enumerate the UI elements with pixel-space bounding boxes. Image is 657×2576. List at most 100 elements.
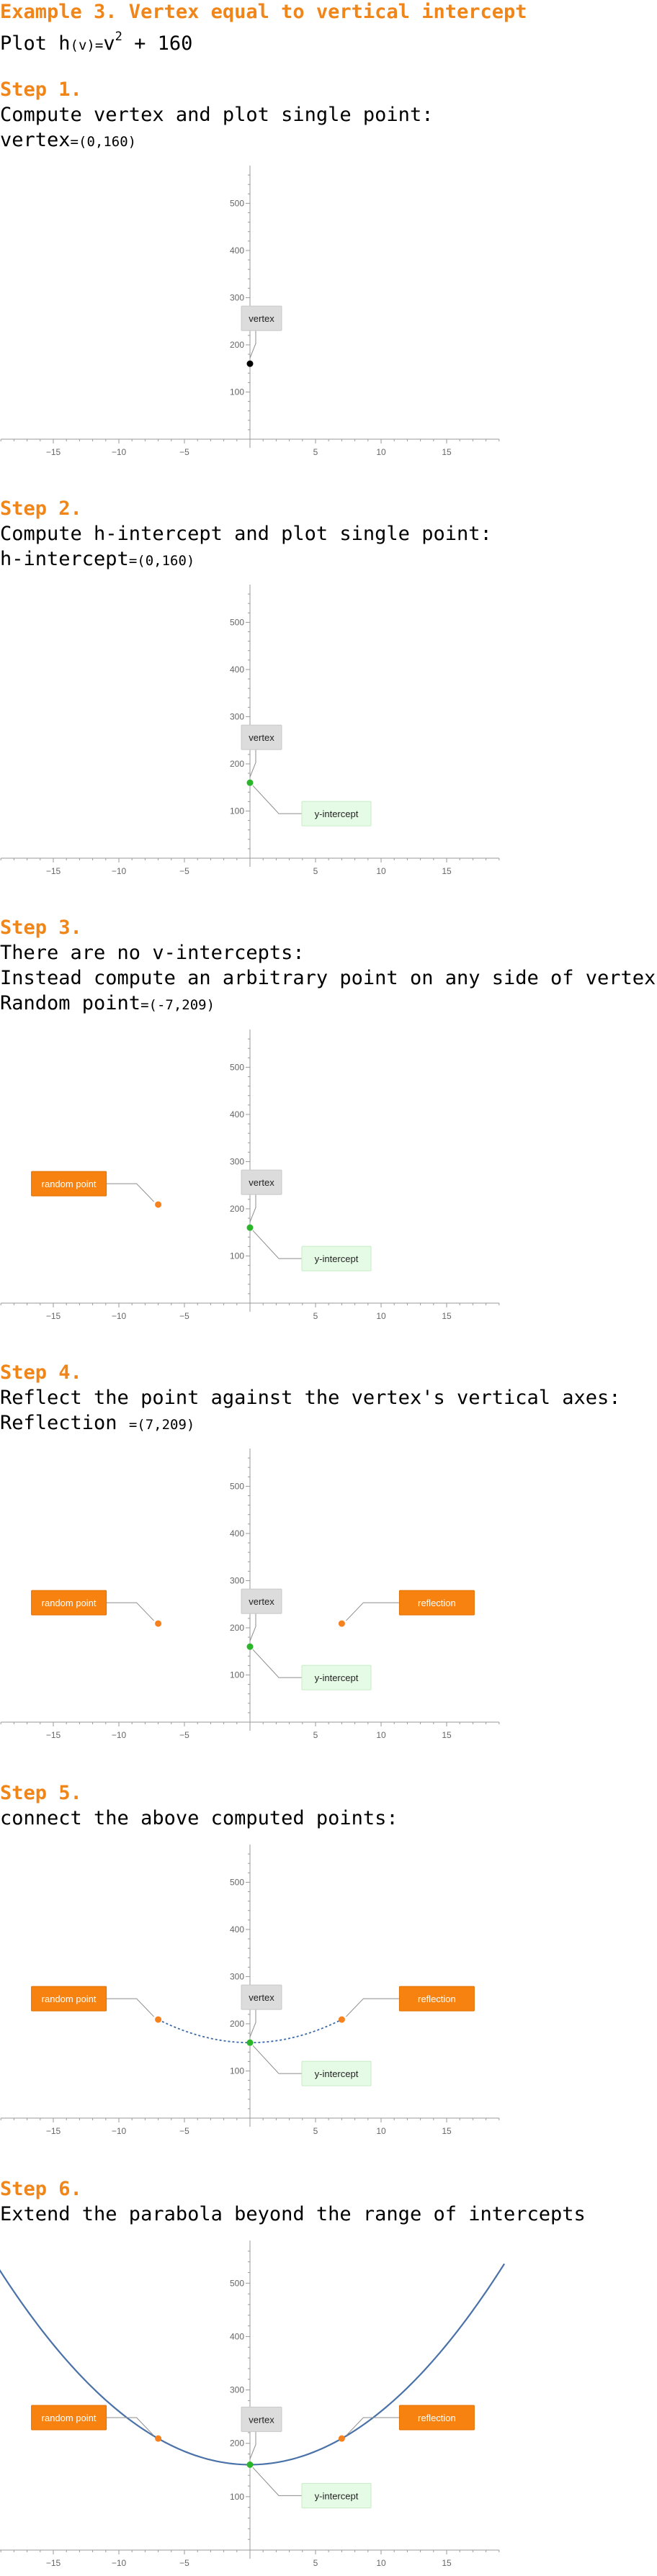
problem-arg: (v) xyxy=(70,37,95,53)
x-tick-label: −10 xyxy=(112,2558,127,2568)
x-tick-label: 10 xyxy=(376,2558,386,2568)
data-point xyxy=(246,779,254,786)
y-tick-label: 100 xyxy=(230,1251,244,1261)
y-tick-label: 200 xyxy=(230,2438,244,2449)
page-title: Example 3. Vertex equal to vertical inte… xyxy=(0,1,527,23)
x-tick-label: 15 xyxy=(442,2558,452,2568)
data-point xyxy=(155,2016,162,2023)
result-name: Random point xyxy=(0,992,141,1014)
result-eq: = xyxy=(70,134,79,150)
result-name: vertex xyxy=(0,129,71,151)
point-label: y-intercept xyxy=(315,1672,359,1683)
y-tick-label: 300 xyxy=(230,1156,244,1166)
orange-label-box xyxy=(31,1590,107,1616)
chart-step-2: −15 −10 −5 5 10 15 100 200 300 400 500 vertex y-inte… xyxy=(0,585,500,876)
result-value: (0,160) xyxy=(137,553,195,569)
y-tick-label: 300 xyxy=(230,2385,244,2395)
orange-label-box xyxy=(31,2405,107,2431)
result-value: (0,160) xyxy=(79,134,137,150)
parabola-curve xyxy=(0,2263,506,2466)
y-tick-label: 100 xyxy=(230,2066,244,2076)
chart-step-3: −15 −10 −5 5 10 15 100 200 300 400 500 random point… xyxy=(0,1030,500,1321)
x-tick-label: 5 xyxy=(313,866,318,876)
green-label-box xyxy=(301,1665,372,1690)
label-leader-line xyxy=(249,1194,256,1222)
y-tick-label: 500 xyxy=(230,1062,244,1072)
point-label: random point xyxy=(42,2413,97,2423)
y-tick-label: 100 xyxy=(230,806,244,816)
step-3-line-3: Random point=(-7,209) xyxy=(0,991,215,1017)
point-label: random point xyxy=(42,1598,97,1608)
x-tick-label: 5 xyxy=(313,1311,318,1321)
label-leader-line xyxy=(346,2417,400,2436)
point-label: vertex xyxy=(249,1992,274,2003)
result-value: (-7,209) xyxy=(148,997,215,1013)
label-leader-line xyxy=(252,2045,302,2074)
data-point xyxy=(246,360,254,367)
x-tick-label: −10 xyxy=(112,2126,127,2136)
x-tick-label: −5 xyxy=(179,1730,189,1740)
y-tick-label: 400 xyxy=(230,665,244,675)
point-label: y-intercept xyxy=(315,2490,359,2501)
x-tick-label: 15 xyxy=(442,1311,452,1321)
x-tick-label: 10 xyxy=(376,2126,386,2136)
label-leader-line xyxy=(249,330,256,359)
point-label: random point xyxy=(42,1179,97,1189)
problem-exponent: 2 xyxy=(115,30,122,44)
y-tick-label: 200 xyxy=(230,1623,244,1633)
x-tick-label: −10 xyxy=(112,447,127,457)
gray-label-box xyxy=(241,2406,282,2432)
x-tick-label: −15 xyxy=(46,866,61,876)
result-value: (7,209) xyxy=(137,1417,195,1433)
label-leader-line xyxy=(252,2467,302,2496)
gray-label-box xyxy=(241,1169,282,1195)
problem-rest: + 160 xyxy=(122,32,193,55)
y-tick-label: 300 xyxy=(230,711,244,721)
step-1-label: Step 1. xyxy=(0,78,82,101)
data-point xyxy=(155,2435,162,2442)
label-leader-line xyxy=(249,2009,256,2037)
step-3-label: Step 3. xyxy=(0,917,82,939)
step-1-line-1: Compute vertex and plot single point: xyxy=(0,104,434,126)
orange-label-box xyxy=(398,1590,475,1616)
x-tick-label: 15 xyxy=(442,447,452,457)
step-2-label: Step 2. xyxy=(0,497,82,520)
point-label: vertex xyxy=(249,732,274,743)
x-tick-label: −15 xyxy=(46,2558,61,2568)
y-tick-label: 200 xyxy=(230,340,244,350)
y-tick-label: 300 xyxy=(230,1575,244,1585)
y-tick-label: 100 xyxy=(230,1670,244,1680)
green-label-box xyxy=(301,2482,372,2508)
problem-statement: Plot h(v)=v2 + 160 xyxy=(0,24,192,58)
point-label: reflection xyxy=(418,1994,456,2004)
x-tick-label: −5 xyxy=(179,447,189,457)
data-point xyxy=(246,2039,254,2046)
x-tick-label: −5 xyxy=(179,2126,189,2136)
gray-label-box xyxy=(241,305,282,331)
point-label: y-intercept xyxy=(315,809,359,819)
label-leader-line xyxy=(346,1998,400,2017)
x-tick-label: 10 xyxy=(376,866,386,876)
x-tick-label: −15 xyxy=(46,447,61,457)
chart-step-1: −15 −10 −5 5 10 15 100 200 300 400 500 vertex xyxy=(0,166,500,457)
step-4-line-1: Reflect the point against the vertex's v… xyxy=(0,1387,621,1409)
point-label: reflection xyxy=(418,1598,456,1608)
data-point xyxy=(246,1224,254,1231)
point-label: vertex xyxy=(249,1596,274,1607)
problem-prefix: Plot h xyxy=(0,32,71,55)
gray-label-box xyxy=(241,724,282,750)
data-point xyxy=(338,1620,345,1627)
step-2-line-1: Compute h-intercept and plot single poin… xyxy=(0,523,492,545)
problem-eq: = xyxy=(94,37,104,53)
label-leader-line xyxy=(249,749,256,778)
y-tick-label: 500 xyxy=(230,1481,244,1491)
data-point xyxy=(246,1643,254,1650)
step-1-line-2: vertex=(0,160) xyxy=(0,128,136,154)
y-tick-label: 400 xyxy=(230,1924,244,1935)
y-tick-label: 400 xyxy=(230,2331,244,2341)
label-leader-line xyxy=(106,1183,154,1202)
y-tick-label: 200 xyxy=(230,2019,244,2029)
x-tick-label: −15 xyxy=(46,1311,61,1321)
y-tick-label: 400 xyxy=(230,246,244,256)
x-tick-label: 5 xyxy=(313,2558,318,2568)
